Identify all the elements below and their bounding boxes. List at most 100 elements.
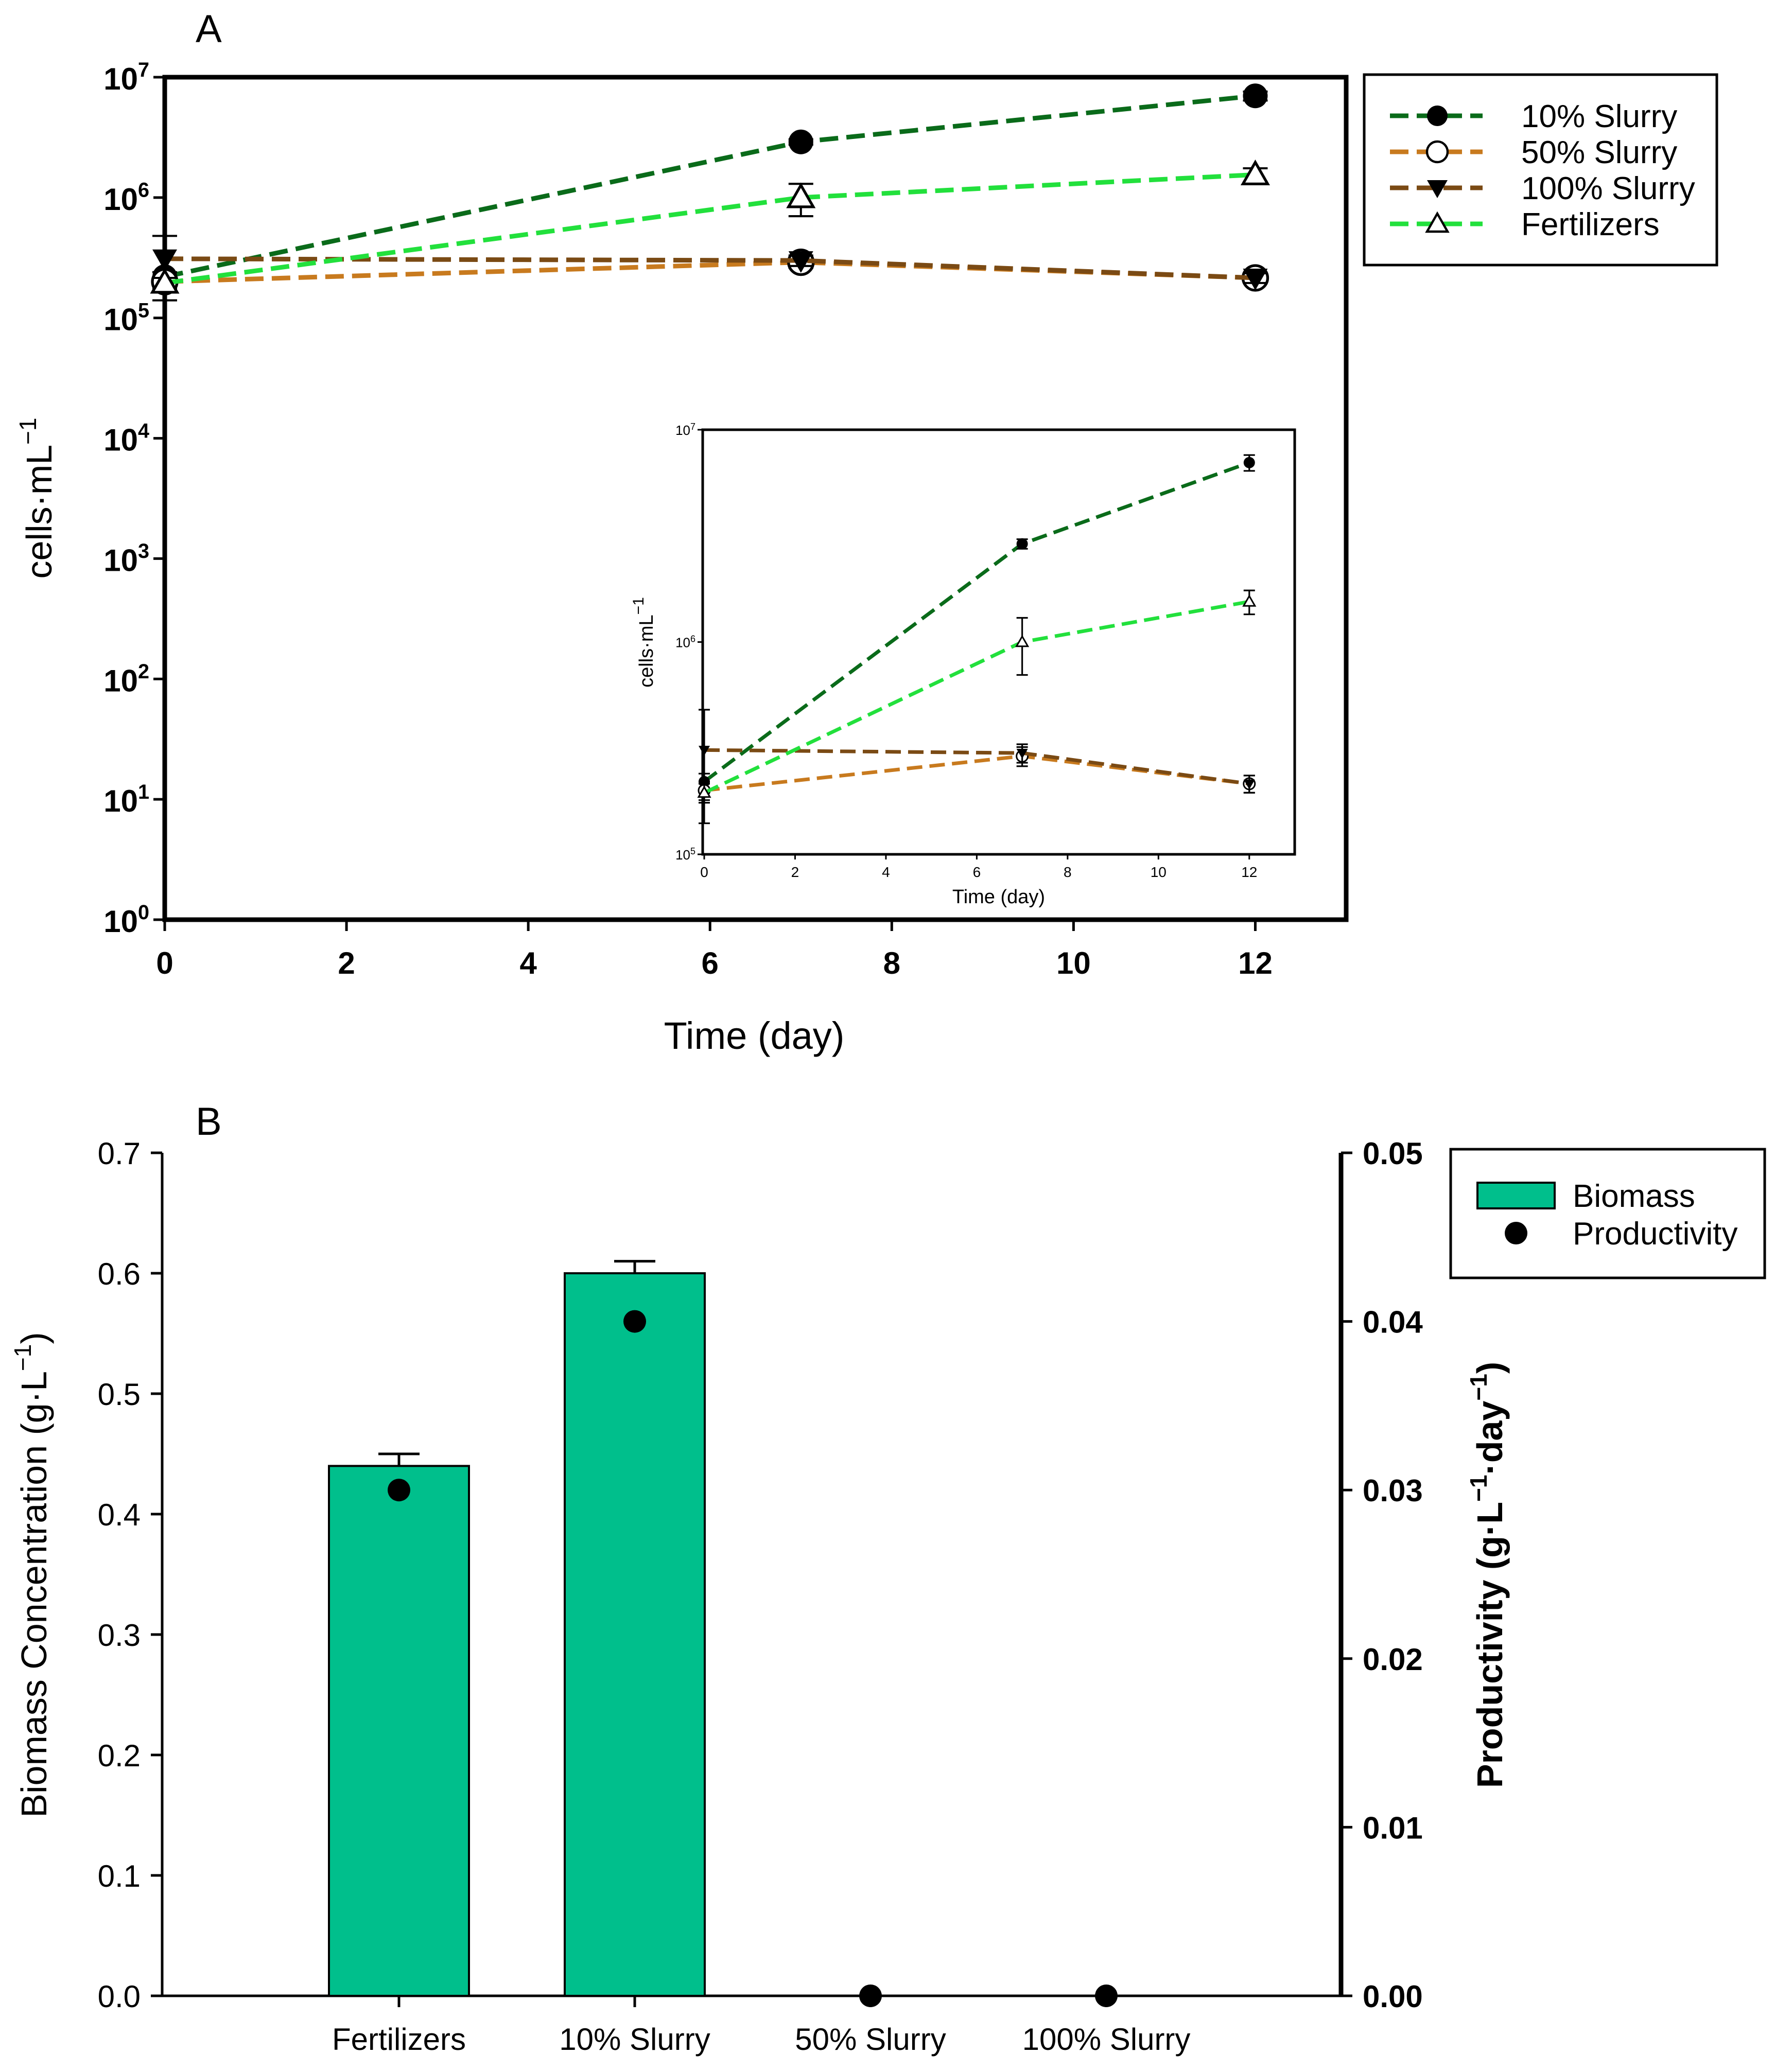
inset-data-point [699,746,710,756]
panel-a-y-tick-label: 102 [103,660,149,698]
panel-b-right-y-tick-label: 0.00 [1363,1979,1423,2014]
panel-a-y-tick-label-exp: 3 [138,540,149,563]
panel-b-left-y-ticks: 0.0 0.1 0.2 0.3 0.4 0.5 0.6 0.7 [98,1136,162,2014]
panel-b-left-axis-label-exponent: −1 [9,1344,36,1371]
inset-x-tick-label: 12 [1241,864,1257,880]
panel-b-label: B [196,1100,222,1144]
panel-a-y-tick-label: 106 [103,179,149,217]
panel-b-left-y-tick-label: 0.6 [98,1257,141,1291]
panel-b-category-labels: Fertilizers 10% Slurry 50% Slurry 100% Slur… [332,1996,1190,2057]
panel-a-y-tick-label-base: 10 [103,182,138,217]
inset-plot-frame [701,428,1296,856]
panel-b: B 0.00.10.20.30.40.50.60.7 0.000.010.020… [9,1100,1766,2057]
panel-a-label: A [196,7,222,51]
panel-a-y-axis-label-text: cells·mL−1 [14,417,59,578]
inset-data-point [1243,456,1255,468]
inset-y-axis-label-exponent: −1 [630,597,647,614]
panel-b-right-axis-label: Productivity (g·L−1·day−1) [1465,1362,1510,1788]
panel-b-points [388,1310,1118,2007]
panel-b-productivity-point [859,1985,882,2007]
panel-a-data-point [150,268,180,294]
panel-a-legend-label: 10% Slurry [1521,99,1677,134]
panel-b-left-y-tick-label: 0.1 [98,1859,141,1893]
panel-a-data-point [1240,160,1271,185]
inset-x-tick-label: 8 [1064,864,1072,880]
panel-a-legend-marker [1427,106,1448,126]
panel-a-data-point [152,249,177,271]
panel-a-data-point [1243,83,1268,109]
inset-y-tick-label-exp: 7 [690,422,695,432]
panel-a-x-tick-label: 10 [1056,946,1091,980]
panel-a-y-tick-label: 100 [103,901,149,939]
inset-data-point [1015,635,1030,647]
panel-b-bar [564,1272,706,1997]
inset-y-tick-label-exp: 5 [690,846,695,856]
panel-a-y-axis-label-exponent: −1 [14,417,41,444]
panel-b-left-axis-label-main: Biomass Concentration (g·L [14,1371,54,1818]
panel-a-legend-label: 100% Slurry [1521,171,1695,206]
panel-b-right-axis-label-end: ) [1470,1362,1510,1374]
panel-a-series [150,83,1271,302]
inset-data-point [1016,538,1028,550]
panel-b-category-label: 10% Slurry [559,2022,710,2057]
panel-a-y-tick-label-exp: 2 [138,660,149,683]
panel-a-y-tick-label-exp: 5 [138,300,149,322]
panel-a-x-tick-label: 8 [883,946,900,980]
panel-a-plot-frame [162,75,1349,922]
panel-a-series-line [164,93,1256,279]
panel-b-left-axis-label: Biomass Concentration (g·L−1) [9,1332,54,1817]
inset-y-axis-label-main: cells·mL [636,614,657,687]
panel-b-legend-label: Biomass [1573,1179,1695,1214]
inset-data-point [697,785,711,798]
panel-b-right-axis-label-exponent-2: −1 [1465,1374,1492,1400]
panel-a-x-tick-label: 6 [702,946,719,980]
panel-a-y-tick-label-base: 10 [103,62,138,96]
panel-a-legend-label: Fertilizers [1521,207,1660,242]
inset-x-ticks: 0 2 4 6 8 10 12 [700,854,1257,880]
panel-a-y-tick-label-exp: 0 [138,901,149,924]
inset-y-axis-label: cells·mL−1 [630,597,657,688]
panel-a-data-point [786,182,816,208]
inset-x-tick-label: 2 [791,864,799,880]
panel-a-x-tick-label: 2 [338,946,355,980]
inset-y-tick-label-base: 10 [675,423,690,438]
inset-data-point [1016,748,1028,759]
panel-b-left-axis-label-end: ) [14,1332,54,1344]
inset-y-tick-label-base: 10 [675,635,690,651]
panel-b-productivity-point [1095,1985,1118,2007]
inset-x-axis-label: Time (day) [952,886,1045,908]
panel-b-bars [328,1260,706,1997]
panel-a-y-tick-label-base: 10 [103,904,138,939]
panel-b-left-y-tick-label: 0.5 [98,1377,141,1412]
panel-a-y-tick-label: 103 [103,540,149,577]
panel-a-x-axis-label: Time (day) [664,1014,845,1057]
panel-a-y-axis-label-main: cells·mL [19,445,59,579]
panel-a-y-tick-label-base: 10 [103,423,138,458]
panel-a-legend-marker [1427,180,1448,198]
panel-a-y-tick-label-exp: 7 [138,59,149,81]
panel-a-y-tick-label: 107 [103,59,149,96]
panel-b-legend-label: Productivity [1573,1216,1737,1252]
panel-a-y-tick-label-exp: 6 [138,179,149,202]
inset-y-tick-label: 105 [675,846,695,863]
panel-b-right-axis-label-main: Productivity (g·L [1470,1502,1510,1788]
inset-x-tick-label: 4 [882,864,890,880]
inset-y-axis-label-text: cells·mL−1 [630,597,657,688]
panel-b-right-axis-label-text: Productivity (g·L−1·day−1) [1465,1362,1510,1788]
panel-b-right-axis-label-exponent-1: −1 [1465,1475,1492,1502]
panel-a-data-point [788,251,813,273]
panel-a-x-tick-label: 12 [1238,946,1273,980]
panel-b-left-axis-label-text: Biomass Concentration (g·L−1) [9,1332,54,1817]
panel-a-y-axis-label: cells·mL−1 [14,417,59,578]
panel-a-legend-box [1363,73,1718,267]
panel-a-y-tick-label-base: 10 [103,784,138,818]
panel-a-x-ticks: 0 2 4 6 8 10 12 [156,920,1273,980]
panel-a-series-line [164,256,1256,280]
inset-y-tick-label: 107 [675,422,695,438]
inset-y-tick-label-exp: 6 [690,634,695,644]
